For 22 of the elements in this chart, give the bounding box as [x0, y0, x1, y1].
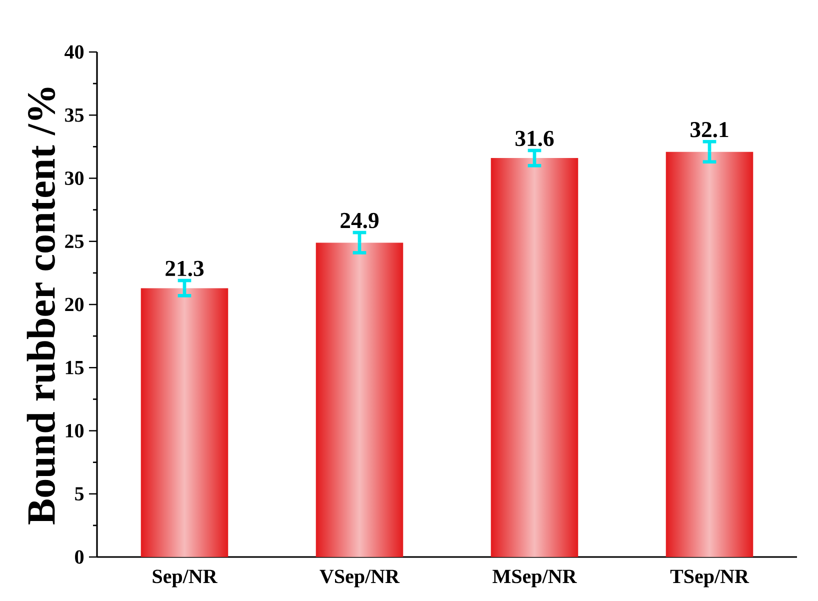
y-axis-title: Bound rubber content /% — [26, 88, 56, 524]
y-tick-label: 0 — [75, 550, 84, 564]
x-tick-label: VSep/NR — [320, 570, 400, 588]
data-label: 21.3 — [166, 260, 204, 276]
x-tick-label: MSep/NR — [492, 570, 577, 588]
bar — [490, 158, 578, 557]
y-tick-label: 15 — [66, 360, 84, 374]
y-tick-label: 40 — [64, 45, 84, 59]
y-tick-label: 30 — [65, 172, 84, 185]
y-tick-label: 20 — [65, 298, 84, 312]
data-label: 24.9 — [340, 212, 379, 228]
y-tick-label: 35 — [65, 108, 84, 122]
x-tick-label: TSep/NR — [670, 570, 750, 588]
y-tick-label: 25 — [65, 234, 84, 248]
x-tick-label: Sep/NR — [152, 570, 218, 588]
bar — [316, 242, 404, 557]
bar — [140, 288, 228, 557]
data-label: 32.1 — [690, 122, 728, 138]
y-tick-label: 10 — [66, 424, 84, 438]
y-tick-label: 5 — [75, 487, 84, 501]
data-label: 31.6 — [516, 130, 554, 146]
bar — [666, 152, 754, 557]
